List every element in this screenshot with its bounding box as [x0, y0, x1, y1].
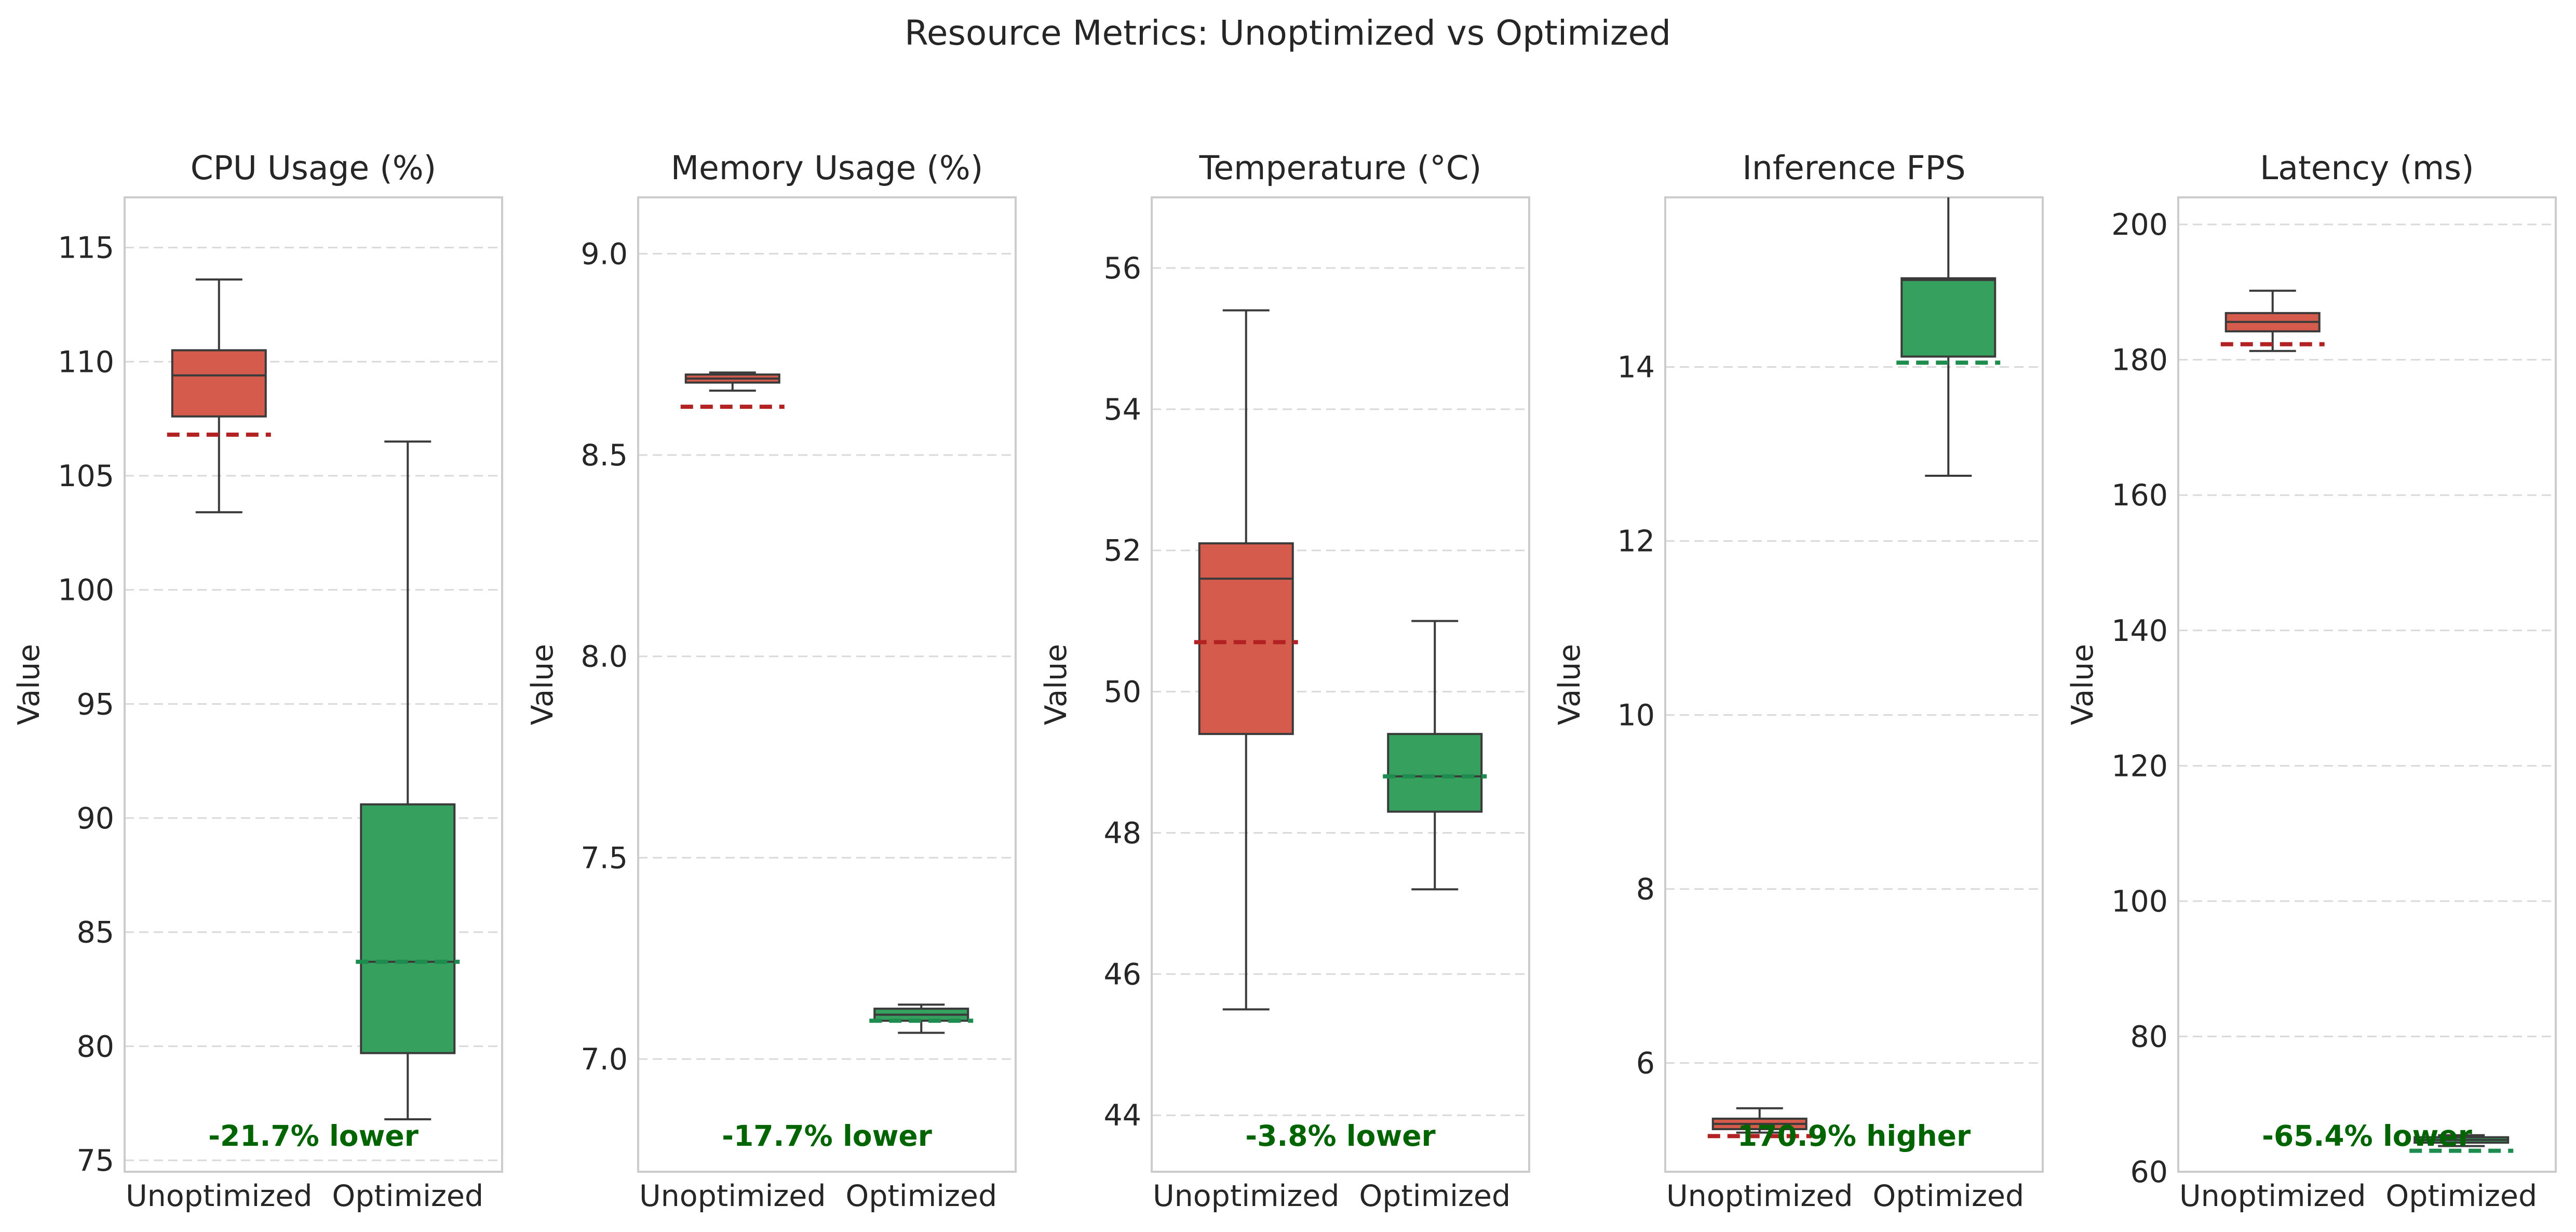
y-axis-label: Value — [1553, 644, 1587, 726]
y-tick-label: 100 — [58, 573, 114, 608]
panel-1: 75 80 85 90 95 100 105 110 115 CPU Usage (%) Value… — [12, 149, 503, 1213]
box-group — [680, 371, 974, 1034]
panel-frame — [1151, 196, 1530, 1173]
y-tick-label: 14 — [1617, 351, 1655, 385]
panel-2: 7.0 7.5 8.0 8.5 9.0 Memory Usage (%) Value Unop… — [525, 149, 1017, 1213]
y-tick-label: 60 — [2130, 1155, 2168, 1189]
y-tick-label: 56 — [1103, 251, 1141, 286]
y-tick-label: 10 — [1617, 699, 1655, 733]
y-tick-label: 7.0 — [581, 1042, 628, 1077]
panel-title: CPU Usage (%) — [191, 149, 436, 187]
chart-panels: 75 80 85 90 95 100 105 110 115 CPU Usage (%) Value… — [12, 149, 2557, 1213]
y-tick-label: 140 — [2111, 614, 2168, 648]
y-axis-label: Value — [12, 644, 46, 726]
change-annotation: 170.9% higher — [1737, 1119, 1971, 1153]
panel-4: 6 8 10 12 14 Inference FPS Value Unoptimized Opt… — [1553, 149, 2044, 1213]
y-tick-label: 8.5 — [581, 438, 628, 473]
y-tick-label: 54 — [1103, 393, 1141, 427]
y-tick-label: 115 — [58, 231, 114, 265]
y-tick-label: 200 — [2111, 208, 2168, 242]
x-tick-label: Unoptimized — [1666, 1179, 1853, 1213]
panel-frame — [124, 196, 503, 1173]
y-tick-label: 48 — [1103, 816, 1141, 850]
panel-3: 44 46 48 50 52 54 56 Temperature (°C) Value Unopt… — [1039, 149, 1530, 1213]
panel-title: Latency (ms) — [2260, 149, 2474, 187]
y-tick-label: 44 — [1103, 1099, 1141, 1133]
y-axis-label: Value — [1039, 644, 1073, 726]
panel-frame — [2177, 196, 2557, 1173]
box-iqr — [1387, 733, 1483, 813]
box-iqr — [1900, 277, 1997, 358]
x-tick-label: Unoptimized — [126, 1179, 313, 1213]
change-annotation: -17.7% lower — [722, 1119, 932, 1153]
x-tick-label: Optimized — [845, 1179, 997, 1213]
y-tick-label: 6 — [1636, 1047, 1655, 1081]
y-tick-label: 85 — [76, 916, 114, 950]
y-tick-label: 110 — [58, 345, 114, 379]
box-iqr — [171, 349, 267, 418]
y-tick-label: 8 — [1636, 873, 1655, 907]
x-tick-label: Unoptimized — [639, 1179, 826, 1213]
panel-title: Temperature (°C) — [1199, 149, 1482, 187]
x-tick-label: Unoptimized — [2179, 1179, 2366, 1213]
y-tick-label: 160 — [2111, 478, 2168, 513]
box-group — [2220, 289, 2514, 1153]
box-group — [1707, 197, 2001, 1139]
y-tick-label: 95 — [76, 687, 114, 721]
panel-title: Memory Usage (%) — [671, 149, 983, 187]
panel-frame — [1664, 196, 2044, 1173]
y-tick-label: 90 — [76, 801, 114, 836]
box-iqr — [1198, 542, 1294, 735]
panel-title: Inference FPS — [1742, 149, 1965, 187]
panel-frame — [637, 196, 1017, 1173]
x-tick-label: Optimized — [1872, 1179, 2024, 1213]
y-tick-label: 50 — [1103, 675, 1141, 709]
x-tick-label: Optimized — [1359, 1179, 1510, 1213]
y-tick-label: 52 — [1103, 534, 1141, 568]
change-annotation: -3.8% lower — [1245, 1119, 1435, 1153]
y-tick-label: 46 — [1103, 957, 1141, 992]
y-tick-label: 8.0 — [581, 640, 628, 674]
box-iqr — [360, 803, 456, 1054]
y-tick-label: 100 — [2111, 885, 2168, 919]
x-tick-label: Optimized — [2385, 1179, 2537, 1213]
panel-5: 60 80 100 120 140 160 180 200 Latency (ms) Value U… — [2066, 149, 2557, 1213]
x-tick-label: Unoptimized — [1153, 1179, 1340, 1213]
box-group — [1194, 309, 1487, 1011]
y-tick-label: 180 — [2111, 343, 2168, 378]
box-group — [167, 278, 460, 1120]
y-tick-label: 105 — [58, 459, 114, 493]
y-tick-label: 75 — [76, 1144, 114, 1178]
y-tick-label: 120 — [2111, 749, 2168, 783]
y-axis-label: Value — [2066, 644, 2100, 726]
change-annotation: -65.4% lower — [2262, 1119, 2472, 1153]
y-tick-label: 80 — [76, 1029, 114, 1064]
y-tick-label: 9.0 — [581, 237, 628, 272]
y-axis-label: Value — [525, 644, 560, 726]
y-tick-label: 80 — [2130, 1020, 2168, 1054]
x-tick-label: Optimized — [332, 1179, 483, 1213]
y-tick-label: 12 — [1617, 525, 1655, 559]
change-annotation: -21.7% lower — [208, 1119, 419, 1153]
y-tick-label: 7.5 — [581, 841, 628, 875]
figure-title: Resource Metrics: Unoptimized vs Optimiz… — [905, 13, 1671, 53]
